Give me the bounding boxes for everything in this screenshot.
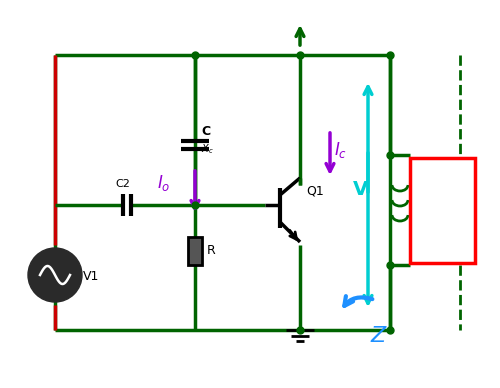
Text: V1: V1	[83, 270, 100, 283]
Text: $I_c$: $I_c$	[334, 140, 347, 160]
Text: R: R	[207, 244, 216, 257]
Text: C: C	[201, 125, 210, 138]
Text: C2: C2	[115, 179, 130, 189]
Text: $X_c$: $X_c$	[201, 142, 213, 156]
Text: $Z$: $Z$	[370, 326, 388, 346]
FancyBboxPatch shape	[188, 237, 202, 265]
Text: Oscillator: Oscillator	[409, 204, 476, 217]
Text: $I_o$: $I_o$	[157, 173, 170, 193]
Bar	[410, 158, 475, 263]
Text: V: V	[353, 180, 368, 199]
Text: Q1: Q1	[306, 185, 324, 198]
Circle shape	[28, 248, 82, 302]
